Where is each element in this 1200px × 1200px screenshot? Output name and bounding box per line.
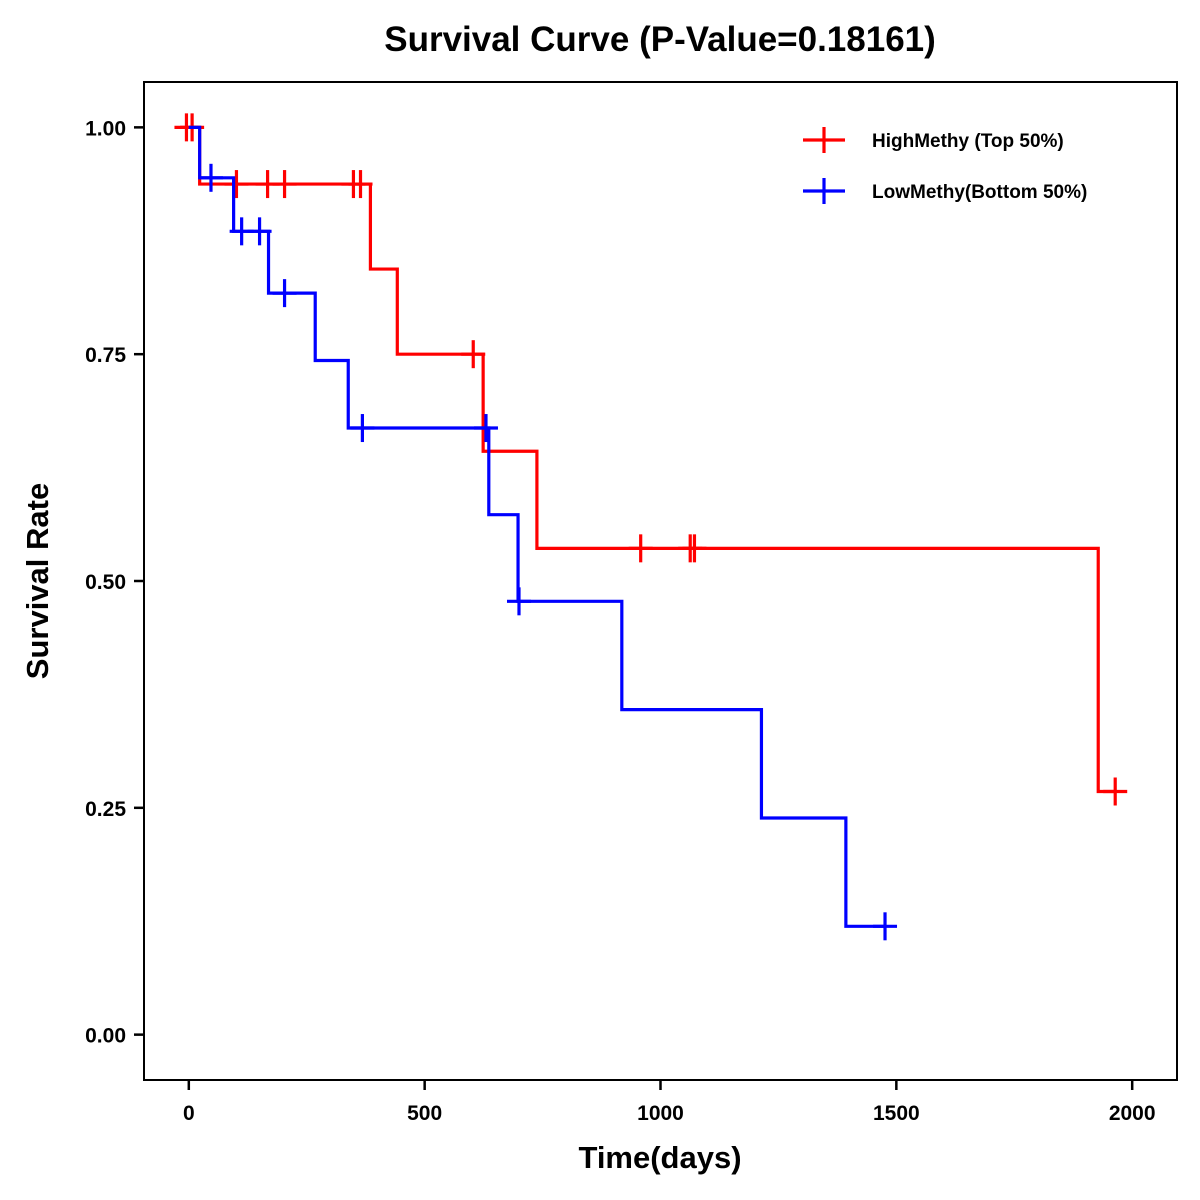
x-tick-label: 500 (407, 1102, 442, 1125)
y-tick-label: 0.75 (85, 344, 126, 367)
x-tick-label: 1500 (873, 1102, 920, 1125)
censor-mark (461, 340, 486, 369)
censor-mark (628, 534, 653, 563)
survival-step-line (188, 125, 886, 928)
x-axis: 0 500 1000 1500 2000 (183, 1080, 1156, 1125)
censor-mark (272, 170, 297, 199)
x-tick-label: 2000 (1109, 1102, 1156, 1125)
censor-mark (224, 170, 249, 199)
plot-panel (143, 81, 1178, 1081)
x-tick-label: 0 (183, 1102, 195, 1125)
censor-mark (198, 163, 223, 192)
legend-key-icon (803, 178, 845, 204)
x-axis-label: Time(days) (578, 1140, 741, 1175)
legend-item: LowMethy(Bottom 50%) (803, 178, 1087, 204)
chart-title: Survival Curve (P-Value=0.18161) (384, 20, 936, 59)
legend: HighMethy (Top 50%) LowMethy(Bottom 50%) (803, 127, 1087, 204)
censor-mark (348, 170, 373, 199)
legend-item: HighMethy (Top 50%) (803, 127, 1064, 153)
y-tick-label: 0.25 (85, 798, 126, 821)
y-axis: 0.00 0.25 0.50 0.75 1.00 (85, 117, 144, 1048)
y-tick-label: 0.00 (85, 1025, 126, 1048)
censor-mark (873, 912, 898, 941)
y-tick-label: 1.00 (85, 117, 126, 140)
censor-mark (473, 414, 498, 443)
y-axis-label: Survival Rate (20, 483, 55, 679)
censor-mark (682, 534, 707, 563)
censor-mark (247, 217, 272, 246)
series-low-methy (188, 125, 898, 941)
censor-mark (1103, 777, 1128, 806)
plot-area (174, 113, 1128, 941)
x-tick-label: 1000 (637, 1102, 684, 1125)
legend-label: LowMethy(Bottom 50%) (872, 182, 1087, 203)
y-tick-label: 0.50 (85, 571, 126, 594)
legend-label: HighMethy (Top 50%) (872, 131, 1064, 152)
censor-mark (350, 414, 375, 443)
censor-mark (506, 587, 531, 616)
legend-key-icon (803, 127, 845, 153)
censor-mark (272, 279, 297, 308)
